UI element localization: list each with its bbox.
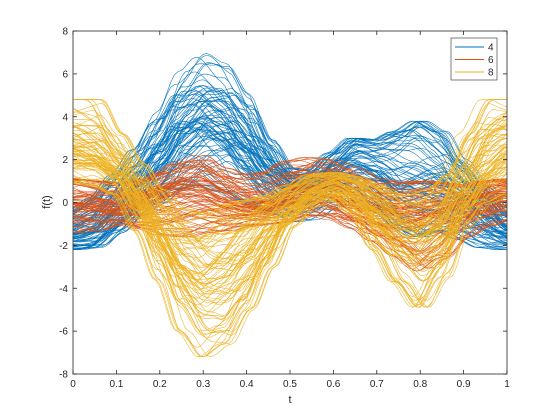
x-tick-label: 0.3 [196,379,210,390]
y-axis-label: f(t) [41,195,53,208]
series-8-line [72,167,508,357]
y-tick-label: 6 [62,69,68,80]
series-8-mean-line [72,146,508,285]
series-8-line [72,160,508,259]
y-tick-label: -2 [59,241,68,252]
y-tick-label: -8 [59,370,68,381]
series-8-line [72,162,508,282]
series-8-line [72,119,508,301]
series-8-line [72,122,508,259]
series-8-line [72,145,508,307]
series-8-line [72,154,508,257]
series-8-line [72,147,508,281]
series-8-line [72,154,508,307]
series-8-line [72,144,508,272]
series-8-line [72,132,508,245]
series-8-line [72,163,508,336]
series-8-line [72,116,508,266]
series-8-line [72,150,508,275]
legend: 46 8 [450,37,498,81]
series-8-line [72,109,508,229]
x-tick-label: 1 [504,379,510,390]
x-tick-label: 0.5 [283,379,297,390]
x-tick-label: 0 [70,379,76,390]
series-8-line [72,145,508,284]
x-tick-label: 0.1 [109,379,123,390]
series-8-line [73,99,508,242]
axes: 0 0.1 0.2 0.3 0.4 0.5 0.6 0.7 0.8 0.9 1 -8 -6 -4 -2 0 2 4… [59,27,510,391]
series-8-line [72,112,508,242]
y-tick-label: -6 [59,327,68,338]
series-4-line [72,123,508,219]
legend-label-8: 8 [488,68,494,79]
x-tick-label: 0.2 [153,379,167,390]
x-tick-label: 0.6 [326,379,340,390]
series-8-line [72,99,507,228]
legend-label-4: 4 [488,43,494,54]
x-axis-label: t [288,394,291,406]
series-8-line [72,160,508,317]
y-tick-label: 0 [62,198,68,209]
x-tick-label: 0.8 [413,379,427,390]
series-8-line [73,99,508,272]
x-tick-label: 0.4 [240,379,254,390]
y-tick-label: 8 [62,27,68,38]
series-8-line [72,152,508,317]
legend-label-6: 6 [488,55,494,66]
x-tick-label: 0.9 [457,379,471,390]
series-8-group [72,99,508,358]
series-4-line [72,127,508,234]
series-8-line [72,132,508,276]
series-4-line [73,118,508,230]
x-tick-label: 0.7 [370,379,384,390]
series-8-line [72,107,508,287]
series-8-line [72,123,508,292]
y-tick-label: 4 [62,112,68,123]
y-tick-label: -4 [59,284,68,295]
series-lines [72,53,508,358]
series-8-line [72,153,508,308]
series-8-line [72,102,508,233]
y-tick-label: 2 [62,155,68,166]
